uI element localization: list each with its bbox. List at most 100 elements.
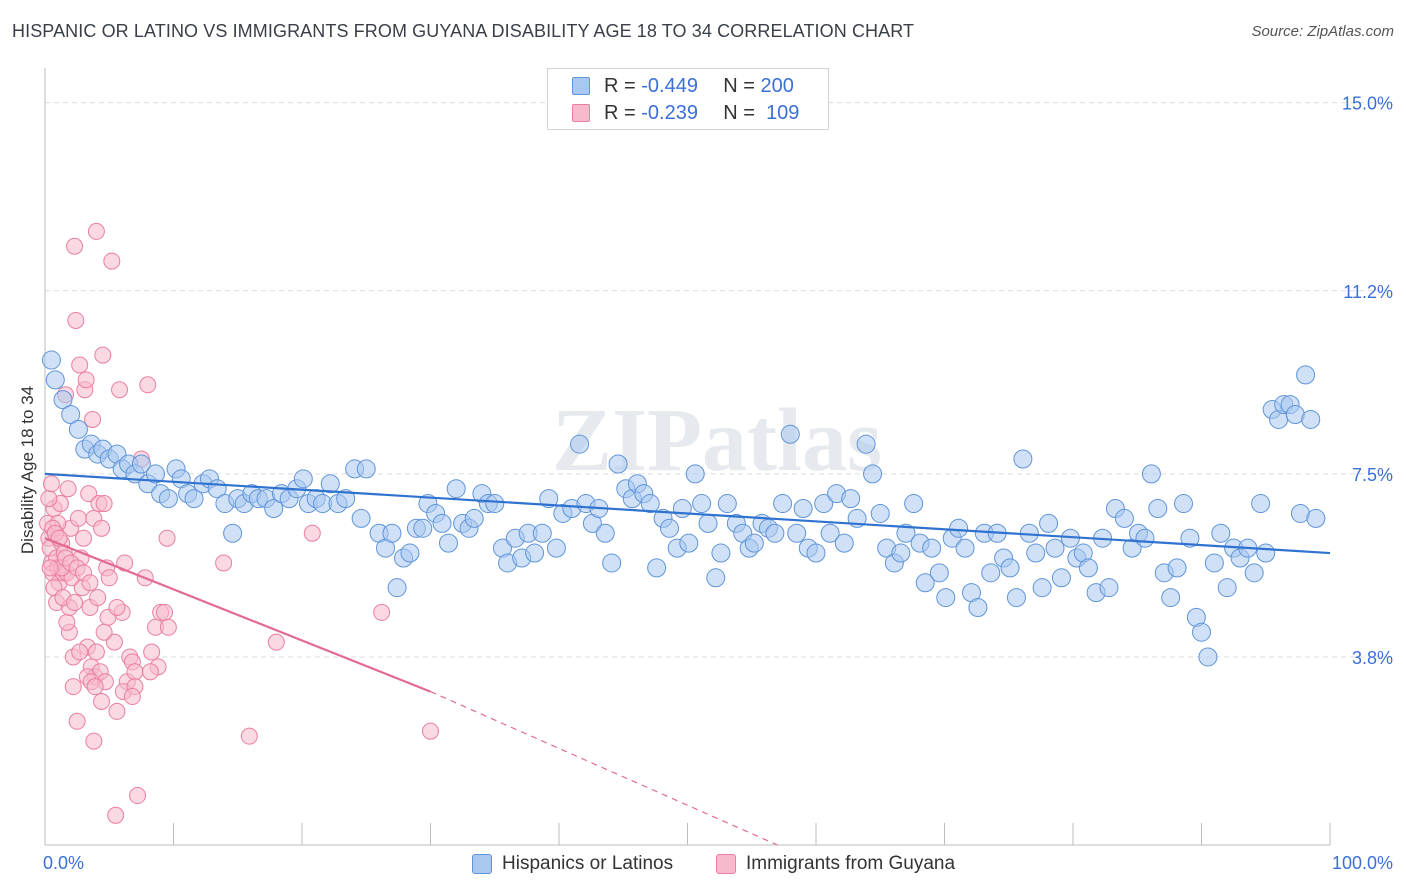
- chart-source: Source: ZipAtlas.com: [1251, 23, 1394, 40]
- n-label: N =: [723, 101, 755, 124]
- scatter-point-guyana: [126, 663, 144, 681]
- scatter-point-hispanic: [834, 533, 854, 553]
- r-label: R =: [604, 101, 636, 124]
- scatter-point-hispanic: [1013, 449, 1033, 469]
- scatter-point-hispanic: [1039, 513, 1059, 533]
- scatter-point-hispanic: [602, 553, 622, 573]
- scatter-point-guyana: [87, 222, 105, 240]
- scatter-point-guyana: [373, 603, 391, 621]
- r-value: -0.239: [641, 101, 698, 124]
- scatter-point-hispanic: [1051, 568, 1071, 588]
- scatter-point-guyana: [67, 311, 85, 329]
- scatter-point-hispanic: [711, 543, 731, 563]
- scatter-point-hispanic: [1192, 622, 1211, 642]
- scatter-point-hispanic: [546, 538, 566, 558]
- scatter-point-hispanic: [432, 513, 452, 533]
- scatter-point-hispanic: [1180, 528, 1200, 548]
- scatter-point-hispanic: [1211, 523, 1231, 543]
- scatter-point-hispanic: [1306, 508, 1326, 528]
- scatter-point-hispanic: [184, 489, 204, 509]
- bottom-legend-label: Hispanics or Latinos: [502, 853, 674, 874]
- scatter-point-hispanic: [780, 424, 800, 444]
- scatter-point-guyana: [95, 495, 113, 513]
- scatter-point-guyana: [68, 712, 86, 730]
- scatter-point-hispanic: [68, 419, 88, 439]
- scatter-point-hispanic: [820, 523, 840, 543]
- scatter-point-hispanic: [1114, 508, 1134, 528]
- scatter-point-hispanic: [856, 434, 876, 454]
- scatter-point-hispanic: [1244, 563, 1264, 583]
- scatter-point-guyana: [267, 633, 285, 651]
- n-value: 200: [760, 74, 794, 97]
- scatter-point-hispanic: [814, 494, 834, 514]
- scatter-point-guyana: [159, 618, 177, 636]
- scatter-point-hispanic: [53, 390, 73, 410]
- scatter-point-guyana: [40, 490, 58, 508]
- scatter-point-hispanic: [525, 543, 545, 563]
- scatter-point-hispanic: [570, 434, 590, 454]
- scatter-point-hispanic: [131, 454, 151, 474]
- scatter-point-hispanic: [1099, 578, 1119, 598]
- scatter-point-guyana: [64, 678, 82, 696]
- scatter-point-hispanic: [400, 543, 420, 563]
- trend-lines: [44, 472, 1331, 846]
- scatter-point-hispanic: [1032, 578, 1052, 598]
- legend-row-hispanic: R = -0.449 N = 200: [572, 74, 794, 98]
- scatter-point-hispanic: [356, 459, 376, 479]
- scatter-point-hispanic: [485, 494, 505, 514]
- scatter-point-guyana: [59, 480, 77, 498]
- scatter-point-hispanic: [981, 563, 1001, 583]
- scatter-point-guyana: [41, 559, 59, 577]
- scatter-point-hispanic: [1301, 409, 1321, 429]
- n-value: 109: [766, 101, 800, 124]
- scatter-point-hispanic: [387, 578, 407, 598]
- scatter-point-guyana: [80, 485, 98, 503]
- scatter-point-hispanic: [1256, 543, 1276, 563]
- scatter-point-guyana: [422, 722, 439, 740]
- scatter-point-hispanic: [793, 499, 813, 519]
- watermark: ZIPatlas: [552, 391, 882, 490]
- scatter-point-hispanic: [765, 523, 785, 543]
- scatter-point-hispanic: [146, 464, 166, 484]
- scatter-point-guyana: [100, 569, 118, 587]
- trend-line-guyana-extension: [430, 691, 778, 846]
- scatter-point-hispanic: [841, 489, 861, 509]
- bottom-legend-guyana: Immigrants from Guyana: [716, 852, 955, 876]
- scatter-point-hispanic: [1167, 558, 1187, 578]
- trend-line-guyana: [44, 537, 431, 693]
- scatter-point-hispanic: [955, 538, 975, 558]
- scatter-point-hispanic: [744, 533, 764, 553]
- scatter-point-guyana: [158, 529, 176, 547]
- scatter-point-hispanic: [446, 479, 466, 499]
- scatter-point-guyana: [85, 732, 103, 750]
- bottom-legend-label: Immigrants from Guyana: [746, 853, 956, 874]
- pink-swatch: [716, 854, 736, 874]
- scatter-point-guyana: [139, 376, 157, 394]
- scatter-point-hispanic: [891, 543, 911, 563]
- scatter-point-hispanic: [595, 523, 615, 543]
- scatter-point-hispanic: [41, 350, 61, 370]
- blue-swatch: [472, 854, 492, 874]
- scatter-point-hispanic: [685, 464, 705, 484]
- scatter-point-hispanic: [787, 523, 807, 543]
- scatter-point-guyana: [141, 663, 159, 681]
- scatter-point-hispanic: [896, 523, 916, 543]
- scatter-point-hispanic: [717, 494, 737, 514]
- scatter-point-hispanic: [1026, 543, 1046, 563]
- scatter-point-hispanic: [660, 518, 680, 538]
- scatter-point-guyana: [156, 603, 174, 621]
- scatter-point-guyana: [66, 237, 84, 255]
- scatter-point-hispanic: [806, 543, 826, 563]
- scatter-point-hispanic: [61, 404, 81, 424]
- scatter-point-guyana: [71, 356, 89, 374]
- scatter-point-hispanic: [1251, 494, 1271, 514]
- scatter-point-hispanic: [532, 523, 552, 543]
- scatter-point-hispanic: [1045, 538, 1065, 558]
- scatter-point-hispanic: [870, 503, 890, 523]
- scatter-point-guyana: [303, 524, 321, 542]
- scatter-point-hispanic: [351, 508, 371, 528]
- scatter-point-guyana: [107, 806, 125, 824]
- scatter-point-hispanic: [698, 513, 718, 533]
- scatter-point-hispanic: [968, 597, 988, 617]
- scatter-point-guyana: [84, 410, 102, 428]
